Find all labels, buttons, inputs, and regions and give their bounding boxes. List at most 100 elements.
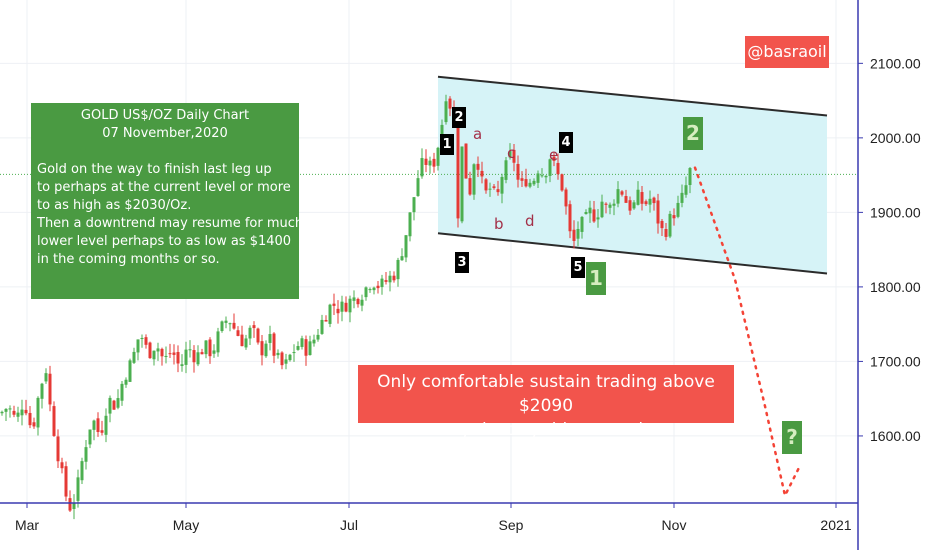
- candle: [420, 148, 424, 179]
- candle: [624, 189, 628, 203]
- candle: [124, 377, 128, 388]
- candle: [372, 286, 376, 295]
- candle: [144, 334, 148, 349]
- note-body-line: Then a downtrend may resume for much: [37, 216, 304, 231]
- candle: [604, 202, 608, 214]
- candle: [384, 271, 388, 285]
- candle: [684, 176, 688, 198]
- note-body-line: Gold on the way to finish last leg up: [37, 162, 272, 177]
- candle: [340, 295, 344, 322]
- time-tick-label: 2021: [820, 517, 851, 533]
- watermark-label: @basraoil: [745, 36, 829, 68]
- wave-letter-d: d: [525, 212, 535, 230]
- candle: [244, 334, 248, 350]
- note-title-line: GOLD US$/OZ Daily Chart: [80, 108, 250, 123]
- candle: [432, 152, 436, 173]
- note-body-line: to perhaps at the current level or more: [37, 180, 291, 195]
- analysis-note: GOLD US$/OZ Daily Chart 07 November,2020…: [31, 103, 304, 299]
- candle: [468, 171, 472, 196]
- candle: [148, 341, 152, 359]
- candle: [108, 395, 112, 423]
- candle: [308, 335, 312, 356]
- price-tick-label: 1600.00: [870, 428, 921, 444]
- candle: [636, 181, 640, 206]
- time-tick-label: Jul: [340, 517, 358, 533]
- candle: [676, 195, 680, 219]
- candle: [212, 344, 216, 358]
- candle: [596, 208, 600, 228]
- candle: [172, 344, 176, 365]
- time-tick-label: Sep: [499, 517, 524, 533]
- candle: [620, 190, 624, 197]
- candle: [364, 286, 368, 301]
- candle: [516, 155, 520, 188]
- candle: [416, 170, 420, 197]
- candle: [536, 170, 540, 188]
- price-tick-label: 1900.00: [870, 204, 921, 220]
- candle: [140, 334, 144, 348]
- candle: [588, 200, 592, 223]
- channel-upper-line: [437, 75, 828, 117]
- candle: [328, 303, 332, 328]
- candle: [292, 344, 296, 362]
- candle: [68, 490, 72, 512]
- candle: [276, 349, 280, 359]
- price-tick-label: 2000.00: [870, 130, 921, 146]
- candle: [256, 327, 260, 345]
- warning-line: may destroy this scenario.: [433, 420, 659, 440]
- candle: [580, 215, 584, 239]
- candle: [332, 293, 336, 316]
- candle: [136, 339, 140, 361]
- candle: [472, 163, 476, 200]
- candle: [352, 290, 356, 309]
- candle: [300, 335, 304, 350]
- candle: [312, 334, 316, 347]
- candle: [540, 168, 544, 178]
- candle: [532, 178, 536, 187]
- candle: [444, 94, 448, 125]
- candle: [44, 368, 48, 384]
- candle: [672, 208, 676, 226]
- candle: [476, 156, 480, 178]
- candle: [8, 405, 12, 418]
- candle: [168, 343, 172, 359]
- candle: [0, 410, 4, 416]
- candle: [380, 274, 384, 295]
- candle: [564, 187, 568, 215]
- candle: [404, 235, 408, 263]
- candle: [72, 494, 76, 520]
- candle: [436, 146, 440, 171]
- candle: [464, 143, 468, 179]
- candle: [664, 222, 668, 241]
- candle: [16, 406, 20, 422]
- candle: [448, 96, 452, 117]
- candle: [640, 185, 644, 211]
- wave-letter-c: c: [507, 144, 516, 162]
- candle: [164, 346, 168, 364]
- candle: [460, 146, 464, 224]
- candle: [240, 325, 244, 347]
- candle: [396, 257, 400, 287]
- candle: [56, 429, 60, 468]
- wave-marker-green-1: 1: [586, 262, 606, 295]
- candle: [348, 295, 352, 323]
- candle: [408, 212, 412, 242]
- candle: [228, 322, 232, 332]
- candle: [400, 248, 404, 261]
- candle: [612, 199, 616, 216]
- candle: [60, 457, 64, 474]
- candle: [680, 184, 684, 208]
- candle: [176, 345, 180, 373]
- candle: [500, 173, 504, 204]
- candle: [504, 156, 508, 184]
- candle: [64, 461, 68, 502]
- candle: [84, 439, 88, 470]
- candle: [196, 345, 200, 367]
- candle: [32, 417, 36, 429]
- candle: [660, 219, 664, 236]
- candle: [616, 181, 620, 208]
- candle: [104, 408, 108, 443]
- wave-letter-e: e: [549, 146, 559, 164]
- forecast-path: [693, 166, 802, 500]
- candle: [296, 341, 300, 351]
